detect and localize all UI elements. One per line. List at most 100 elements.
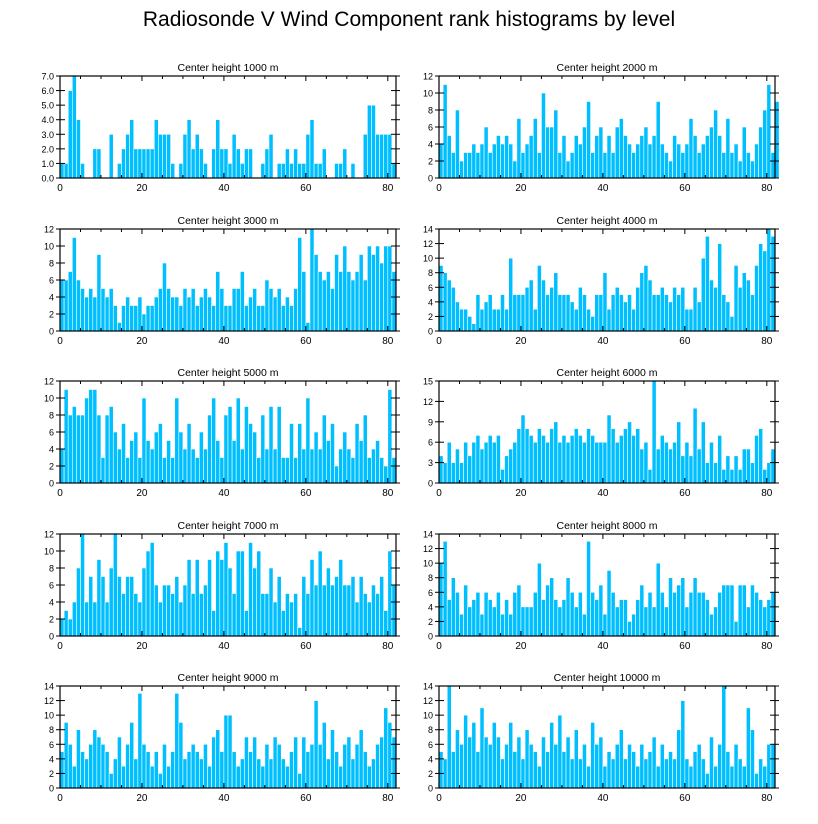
plot-frame: [438, 228, 776, 332]
histogram-bar: [379, 457, 385, 484]
histogram-bar: [223, 714, 229, 789]
histogram-bar: [248, 751, 253, 789]
histogram-bar: [317, 448, 323, 484]
histogram-bar: [211, 397, 217, 484]
chart-panel: Center height 8000 m 0 20 40 60 80 0 2 4 6 8 10 12 14: [423, 520, 779, 652]
histogram-bar: [137, 148, 143, 179]
histogram-bar: [614, 606, 620, 637]
histogram-bar: [289, 601, 294, 637]
histogram-bar: [668, 301, 673, 332]
histogram-bar: [450, 577, 456, 637]
x-tick-label: 20: [515, 488, 527, 499]
histogram-bar: [211, 305, 217, 332]
histogram-bar: [705, 235, 710, 332]
histogram-bar: [166, 765, 171, 789]
y-tick-label: 8: [428, 725, 433, 735]
histogram-bar: [211, 148, 217, 179]
histogram-bar: [203, 288, 208, 332]
histogram-bar: [235, 765, 241, 789]
y-tick-label: 10: [44, 711, 54, 721]
histogram-bar: [528, 743, 534, 789]
x-tick-label: 40: [597, 336, 609, 347]
histogram-bar: [725, 301, 731, 332]
x-tick-label: 60: [300, 641, 312, 652]
histogram-bar: [561, 599, 567, 637]
histogram-bar: [162, 262, 167, 332]
histogram-bar: [203, 448, 208, 484]
histogram-bar: [309, 743, 315, 789]
histogram-bar: [227, 406, 233, 484]
histogram-bar: [346, 584, 352, 637]
histogram-bar: [100, 457, 106, 484]
histogram-bar: [108, 288, 114, 332]
x-tick-label: 0: [57, 183, 63, 194]
histogram-bar: [565, 736, 571, 789]
histogram-bar: [301, 736, 307, 789]
histogram-bar: [446, 279, 452, 332]
histogram-bar: [737, 160, 743, 179]
histogram-bar: [700, 143, 706, 179]
histogram-bar: [557, 152, 563, 179]
histogram-bar: [500, 758, 505, 789]
histogram-bar: [758, 428, 764, 484]
histogram-bar: [578, 143, 583, 179]
histogram-bar: [301, 271, 307, 332]
y-tick-label: 1.0: [41, 159, 54, 169]
histogram-bar: [268, 133, 274, 179]
histogram-bar: [362, 751, 368, 789]
y-tick-label: 6: [428, 740, 433, 750]
histogram-bar: [537, 265, 542, 332]
histogram-bar: [733, 621, 739, 637]
histogram-bar: [379, 262, 385, 332]
histogram-bar: [500, 143, 505, 179]
histogram-bar: [602, 272, 608, 332]
histogram-bar: [688, 455, 694, 484]
histogram-bar: [342, 245, 348, 332]
histogram-bar: [104, 601, 110, 637]
histogram-bar: [313, 163, 319, 179]
histogram-bar: [520, 414, 526, 484]
histogram-bar: [63, 389, 69, 484]
histogram-bar: [207, 414, 212, 484]
histogram-bar: [272, 296, 278, 332]
histogram-bar: [717, 591, 723, 637]
histogram-bar: [672, 135, 677, 179]
histogram-bar: [342, 584, 348, 637]
x-tick-label: 60: [679, 183, 691, 194]
histogram-bar: [709, 279, 714, 332]
histogram-bar: [305, 133, 311, 179]
histogram-bar: [182, 448, 188, 484]
histogram-bar: [516, 584, 522, 637]
histogram-bar: [696, 591, 702, 637]
histogram-bar: [471, 722, 477, 789]
histogram-bar: [80, 163, 85, 179]
histogram-bar: [367, 245, 372, 332]
histogram-bar: [354, 423, 360, 484]
histogram-bar: [471, 323, 477, 332]
histogram-bar: [758, 599, 764, 637]
histogram-bar: [391, 584, 397, 637]
histogram-bar: [750, 294, 755, 332]
histogram-bar: [459, 462, 464, 484]
x-tick-label: 60: [679, 793, 691, 804]
panel-title: Center height 5000 m: [178, 367, 279, 379]
histogram-bar: [504, 743, 509, 789]
histogram-bar: [688, 591, 694, 637]
histogram-bar: [354, 601, 360, 637]
histogram-bar: [272, 736, 278, 789]
y-tick-label: 12: [423, 696, 433, 706]
histogram-bar: [297, 423, 303, 484]
histogram-bar: [553, 272, 559, 332]
histogram-bar: [692, 577, 698, 637]
x-tick-label: 80: [382, 641, 394, 652]
x-tick-label: 20: [515, 183, 527, 194]
histogram-bar: [491, 308, 497, 332]
histogram-bar: [260, 305, 266, 332]
histogram-bar: [664, 294, 669, 332]
histogram-bar: [438, 455, 444, 484]
histogram-bar: [541, 435, 546, 484]
x-tick-label: 80: [382, 488, 394, 499]
histogram-bar: [725, 455, 731, 484]
histogram-bar: [285, 148, 290, 179]
histogram-bar: [606, 414, 612, 484]
